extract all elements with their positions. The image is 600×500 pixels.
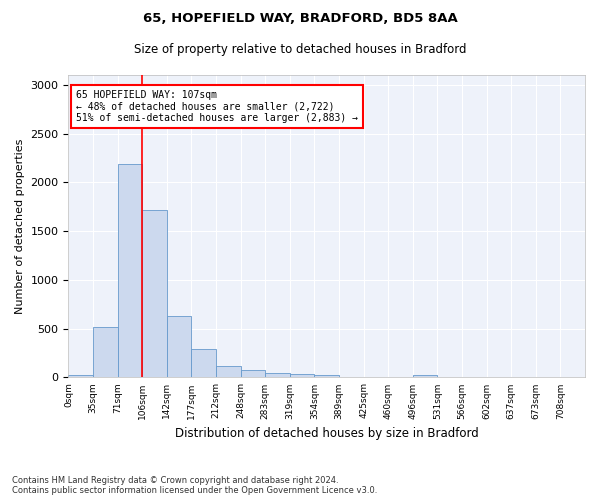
Bar [68,374,93,378]
Bar [118,164,142,378]
Bar [241,370,265,378]
Bar [167,316,191,378]
Bar [142,210,167,378]
Bar [290,374,314,378]
Bar [93,326,118,378]
Bar [265,373,290,378]
Bar [216,366,241,378]
Text: 65 HOPEFIELD WAY: 107sqm
← 48% of detached houses are smaller (2,722)
51% of sem: 65 HOPEFIELD WAY: 107sqm ← 48% of detach… [76,90,358,123]
X-axis label: Distribution of detached houses by size in Bradford: Distribution of detached houses by size … [175,427,479,440]
Text: Size of property relative to detached houses in Bradford: Size of property relative to detached ho… [134,42,466,56]
Bar [314,374,339,378]
Bar [191,349,216,378]
Text: Contains HM Land Registry data © Crown copyright and database right 2024.
Contai: Contains HM Land Registry data © Crown c… [12,476,377,495]
Text: 65, HOPEFIELD WAY, BRADFORD, BD5 8AA: 65, HOPEFIELD WAY, BRADFORD, BD5 8AA [143,12,457,26]
Y-axis label: Number of detached properties: Number of detached properties [15,138,25,314]
Bar [413,375,437,378]
